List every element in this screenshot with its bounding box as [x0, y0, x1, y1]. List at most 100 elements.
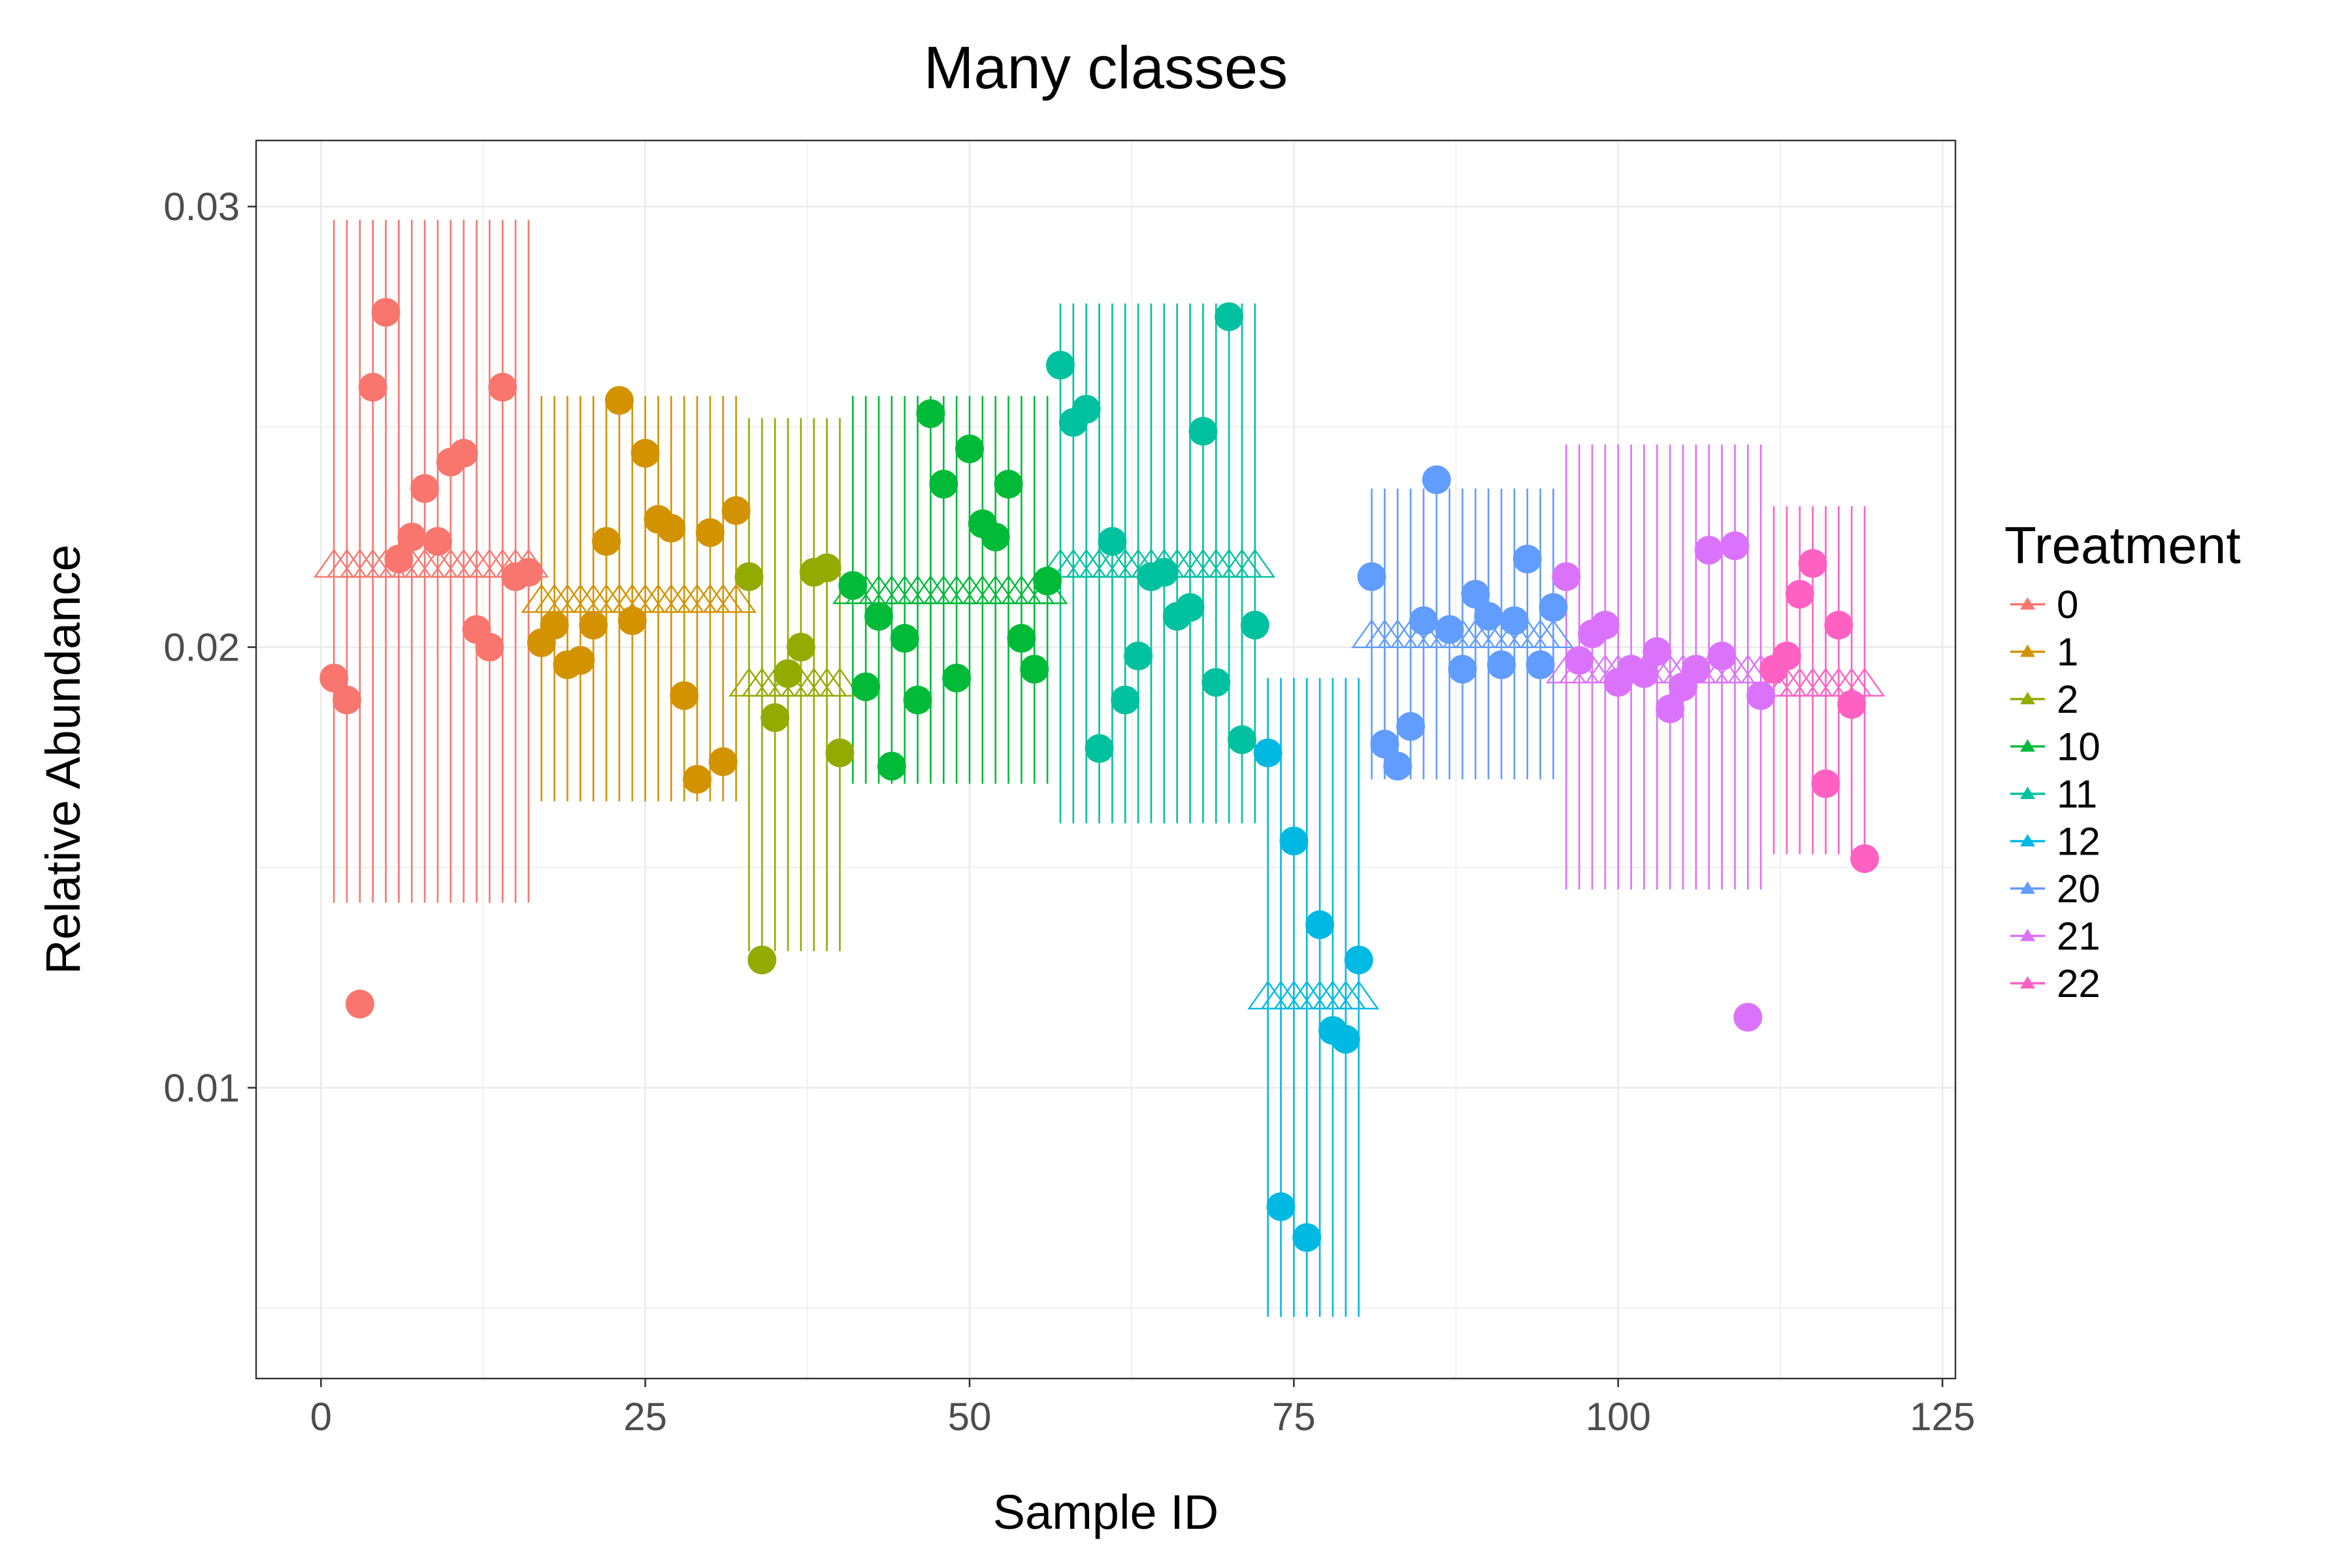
x-tick-label: 125 — [1910, 1395, 1975, 1439]
data-point — [1331, 1024, 1360, 1054]
legend-label: 0 — [2057, 583, 2078, 627]
data-point — [929, 470, 958, 499]
data-point — [514, 557, 543, 587]
legend-item: 21 — [2010, 915, 2100, 958]
x-tick-label: 100 — [1586, 1395, 1651, 1439]
legend-item: 20 — [2010, 867, 2100, 911]
data-point — [1188, 417, 1218, 446]
data-point — [1305, 910, 1335, 939]
data-point — [734, 562, 764, 591]
data-point — [332, 685, 361, 715]
data-point — [1850, 844, 1880, 874]
legend-item: 1 — [2010, 630, 2078, 674]
data-point — [1733, 1003, 1763, 1032]
mean-marker — [1234, 548, 1276, 578]
data-point — [630, 438, 660, 468]
mean-marker — [819, 667, 860, 697]
data-point — [1085, 734, 1114, 763]
data-point — [1474, 602, 1503, 631]
y-axis-title: Relative Abundance — [36, 544, 90, 974]
legend-item: 12 — [2010, 820, 2100, 864]
data-point — [1383, 751, 1413, 781]
y-tick-label: 0.01 — [163, 1066, 240, 1110]
data-point — [540, 610, 569, 640]
y-tick-label: 0.03 — [163, 185, 240, 229]
y-tick-label: 0.02 — [163, 626, 240, 670]
legend-key-marker — [2020, 597, 2035, 610]
data-point — [1565, 645, 1594, 675]
data-point — [955, 434, 985, 464]
data-point — [1642, 637, 1672, 666]
data-point — [1811, 769, 1840, 798]
data-point — [1435, 615, 1464, 644]
data-point — [579, 610, 608, 640]
legend-key-marker — [2020, 834, 2035, 847]
mean-marker — [715, 583, 757, 613]
data-point — [1772, 642, 1801, 671]
data-point — [1124, 642, 1153, 671]
data-point — [877, 751, 906, 781]
data-point — [1824, 610, 1854, 640]
data-point — [1007, 624, 1036, 653]
data-point — [1539, 593, 1568, 622]
data-point — [1487, 650, 1516, 679]
legend-key-marker — [2020, 928, 2035, 941]
data-point — [1175, 593, 1205, 622]
axis-layer: 0 25 50 75 100 125 0.01 0.02 0.03 — [163, 185, 1975, 1439]
data-point — [1720, 531, 1750, 561]
mean-marker — [1338, 980, 1379, 1009]
legend-label: 11 — [2057, 772, 2097, 816]
data-point — [786, 632, 815, 662]
data-point — [1499, 606, 1529, 636]
data-point — [774, 659, 803, 688]
mean-marker — [1533, 619, 1574, 649]
data-point — [760, 703, 790, 732]
data-point — [942, 663, 972, 693]
data-point — [1201, 668, 1231, 697]
legend-title: Treatment — [2004, 516, 2241, 574]
data-point — [1396, 711, 1426, 741]
legend-key-marker — [2020, 692, 2035, 704]
data-point — [1357, 562, 1386, 591]
data-point — [708, 747, 738, 776]
data-point — [695, 518, 725, 547]
data-point — [1746, 681, 1776, 710]
data-point — [825, 738, 855, 768]
data-point — [1409, 606, 1438, 636]
data-point — [838, 571, 868, 600]
data-point — [1422, 465, 1451, 495]
legend-label: 10 — [2057, 725, 2100, 769]
data-point — [1033, 566, 1062, 596]
data-point — [890, 624, 919, 653]
data-point — [1681, 655, 1710, 684]
x-tick-label: 75 — [1272, 1395, 1316, 1439]
x-tick-label: 0 — [310, 1395, 332, 1439]
data-point — [1590, 610, 1620, 640]
data-point — [683, 764, 712, 794]
data-point — [1448, 655, 1477, 684]
data-point — [1020, 655, 1049, 684]
data-point — [1292, 1223, 1322, 1252]
data-point — [319, 663, 349, 693]
data-point — [1461, 580, 1490, 609]
x-axis-title: Sample ID — [993, 1485, 1218, 1539]
data-point — [1512, 544, 1542, 574]
data-point — [1837, 690, 1867, 719]
data-point — [566, 645, 595, 675]
data-point — [994, 470, 1023, 499]
data-point — [812, 553, 841, 583]
data-point — [1785, 580, 1814, 609]
data-point — [670, 681, 699, 710]
point-layer — [319, 298, 1880, 1252]
data-point — [371, 298, 400, 327]
data-point — [747, 945, 777, 975]
legend-item: 2 — [2010, 678, 2078, 721]
data-point — [1240, 610, 1269, 640]
data-point — [1149, 557, 1179, 587]
data-point — [410, 474, 440, 503]
data-point — [864, 602, 894, 631]
legend-item: 10 — [2010, 725, 2100, 769]
data-point — [1629, 659, 1659, 688]
